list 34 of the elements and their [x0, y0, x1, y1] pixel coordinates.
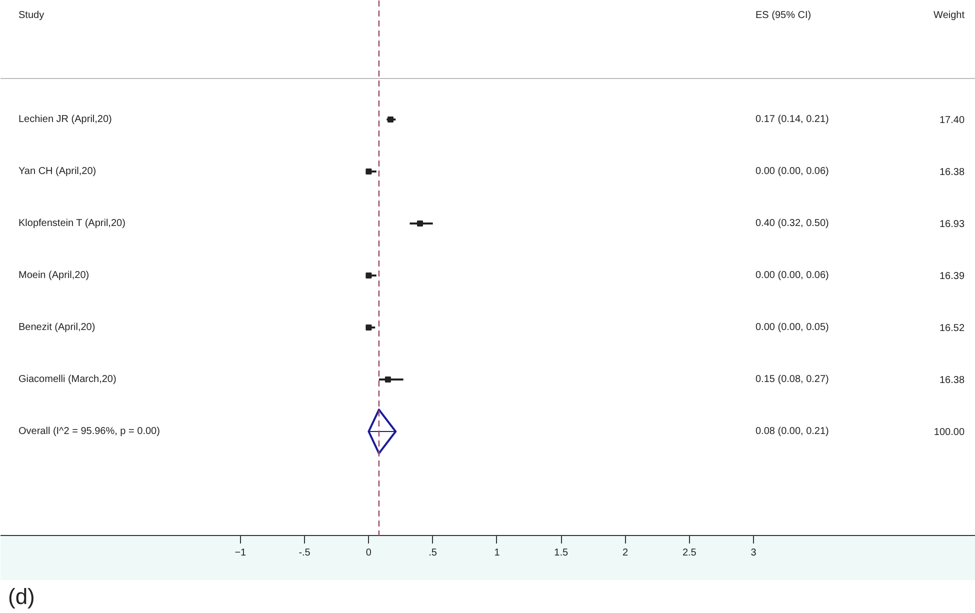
annotation: 0.40 (0.32, 0.50) [756, 218, 829, 229]
x-tick-label: .5 [428, 548, 438, 558]
text: ES (95% CI) [756, 10, 812, 21]
y-tick-label: Overall (I^2 = 95.96%, p = 0.00) [18, 426, 160, 437]
text: Study [18, 10, 44, 21]
x-tick-label: 1.5 [554, 548, 569, 558]
y-tick-label: Lechien JR (April,20) [18, 114, 112, 125]
x-tick-label: −1 [234, 548, 247, 558]
text: Weight [934, 10, 965, 21]
annotation: 16.39 [939, 271, 965, 282]
annotation: 0.00 (0.00, 0.05) [756, 322, 829, 333]
annotation: 0.17 (0.14, 0.21) [756, 114, 829, 125]
x-tick-label: 1 [494, 548, 500, 558]
annotation: 16.38 [939, 375, 965, 386]
y-tick-label: Moein (April,20) [18, 270, 90, 281]
y-tick-label: Klopfenstein T (April,20) [18, 218, 126, 229]
annotation: 17.40 [939, 115, 965, 126]
annotation: 16.52 [939, 323, 965, 334]
y-tick-label: Benezit (April,20) [18, 322, 96, 333]
x-tick-label: 3 [750, 548, 757, 558]
annotation: 0.08 (0.00, 0.21) [756, 426, 829, 437]
annotation: 100.00 [934, 427, 965, 438]
x-tick-label: 0 [366, 548, 372, 558]
annotation: 16.38 [939, 167, 965, 178]
annotation: 0.15 (0.08, 0.27) [756, 374, 829, 385]
annotation: 0.00 (0.00, 0.06) [756, 166, 829, 177]
annotation: 0.00 (0.00, 0.06) [756, 270, 829, 281]
y-tick-label: Giacomelli (March,20) [18, 374, 116, 385]
x-tick-label: -.5 [298, 548, 311, 558]
x-tick-label: 2 [622, 548, 628, 558]
y-tick-label: Yan CH (April,20) [18, 166, 96, 177]
annotation: 16.93 [939, 219, 965, 230]
x-tick-label: 2.5 [682, 548, 697, 558]
text: (d) [8, 583, 35, 611]
